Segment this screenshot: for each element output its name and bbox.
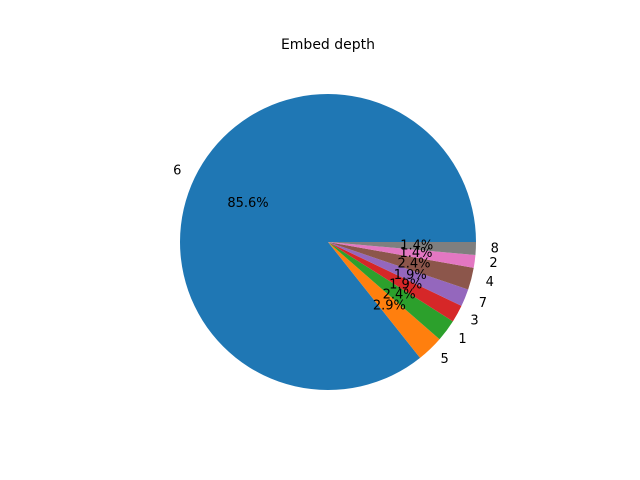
category-label-7: 7 (479, 296, 487, 311)
category-label-8: 8 (491, 242, 499, 257)
percent-label-7: 1.9% (394, 268, 427, 283)
percent-label-6: 85.6% (227, 196, 268, 211)
category-label-2: 2 (489, 256, 497, 271)
category-label-1: 1 (458, 332, 466, 347)
pie-slice-2 (328, 242, 476, 268)
percent-labels: 85.6%2.9%2.4%1.9%1.9%2.4%1.4%1.4% (227, 196, 433, 314)
percent-label-1: 2.4% (383, 288, 416, 303)
pie-slice-7 (328, 242, 469, 306)
pie-slice-1 (328, 242, 453, 340)
pie-slice-4 (328, 242, 474, 290)
pie-slice-5 (328, 242, 440, 358)
percent-label-2: 1.4% (400, 246, 433, 261)
category-label-5: 5 (440, 352, 448, 367)
pie-slices (180, 94, 477, 391)
pie-slice-3 (328, 242, 462, 322)
percent-label-3: 1.9% (389, 278, 422, 293)
category-label-6: 6 (173, 164, 181, 179)
percent-label-8: 1.4% (400, 238, 433, 253)
category-label-4: 4 (486, 275, 494, 290)
percent-label-4: 2.4% (397, 257, 430, 272)
category-label-3: 3 (470, 313, 478, 328)
percent-label-5: 2.9% (373, 299, 406, 314)
pie-slice-8 (328, 242, 476, 256)
pie-slice-6 (180, 94, 477, 391)
chart-title: Embed depth (281, 37, 375, 53)
